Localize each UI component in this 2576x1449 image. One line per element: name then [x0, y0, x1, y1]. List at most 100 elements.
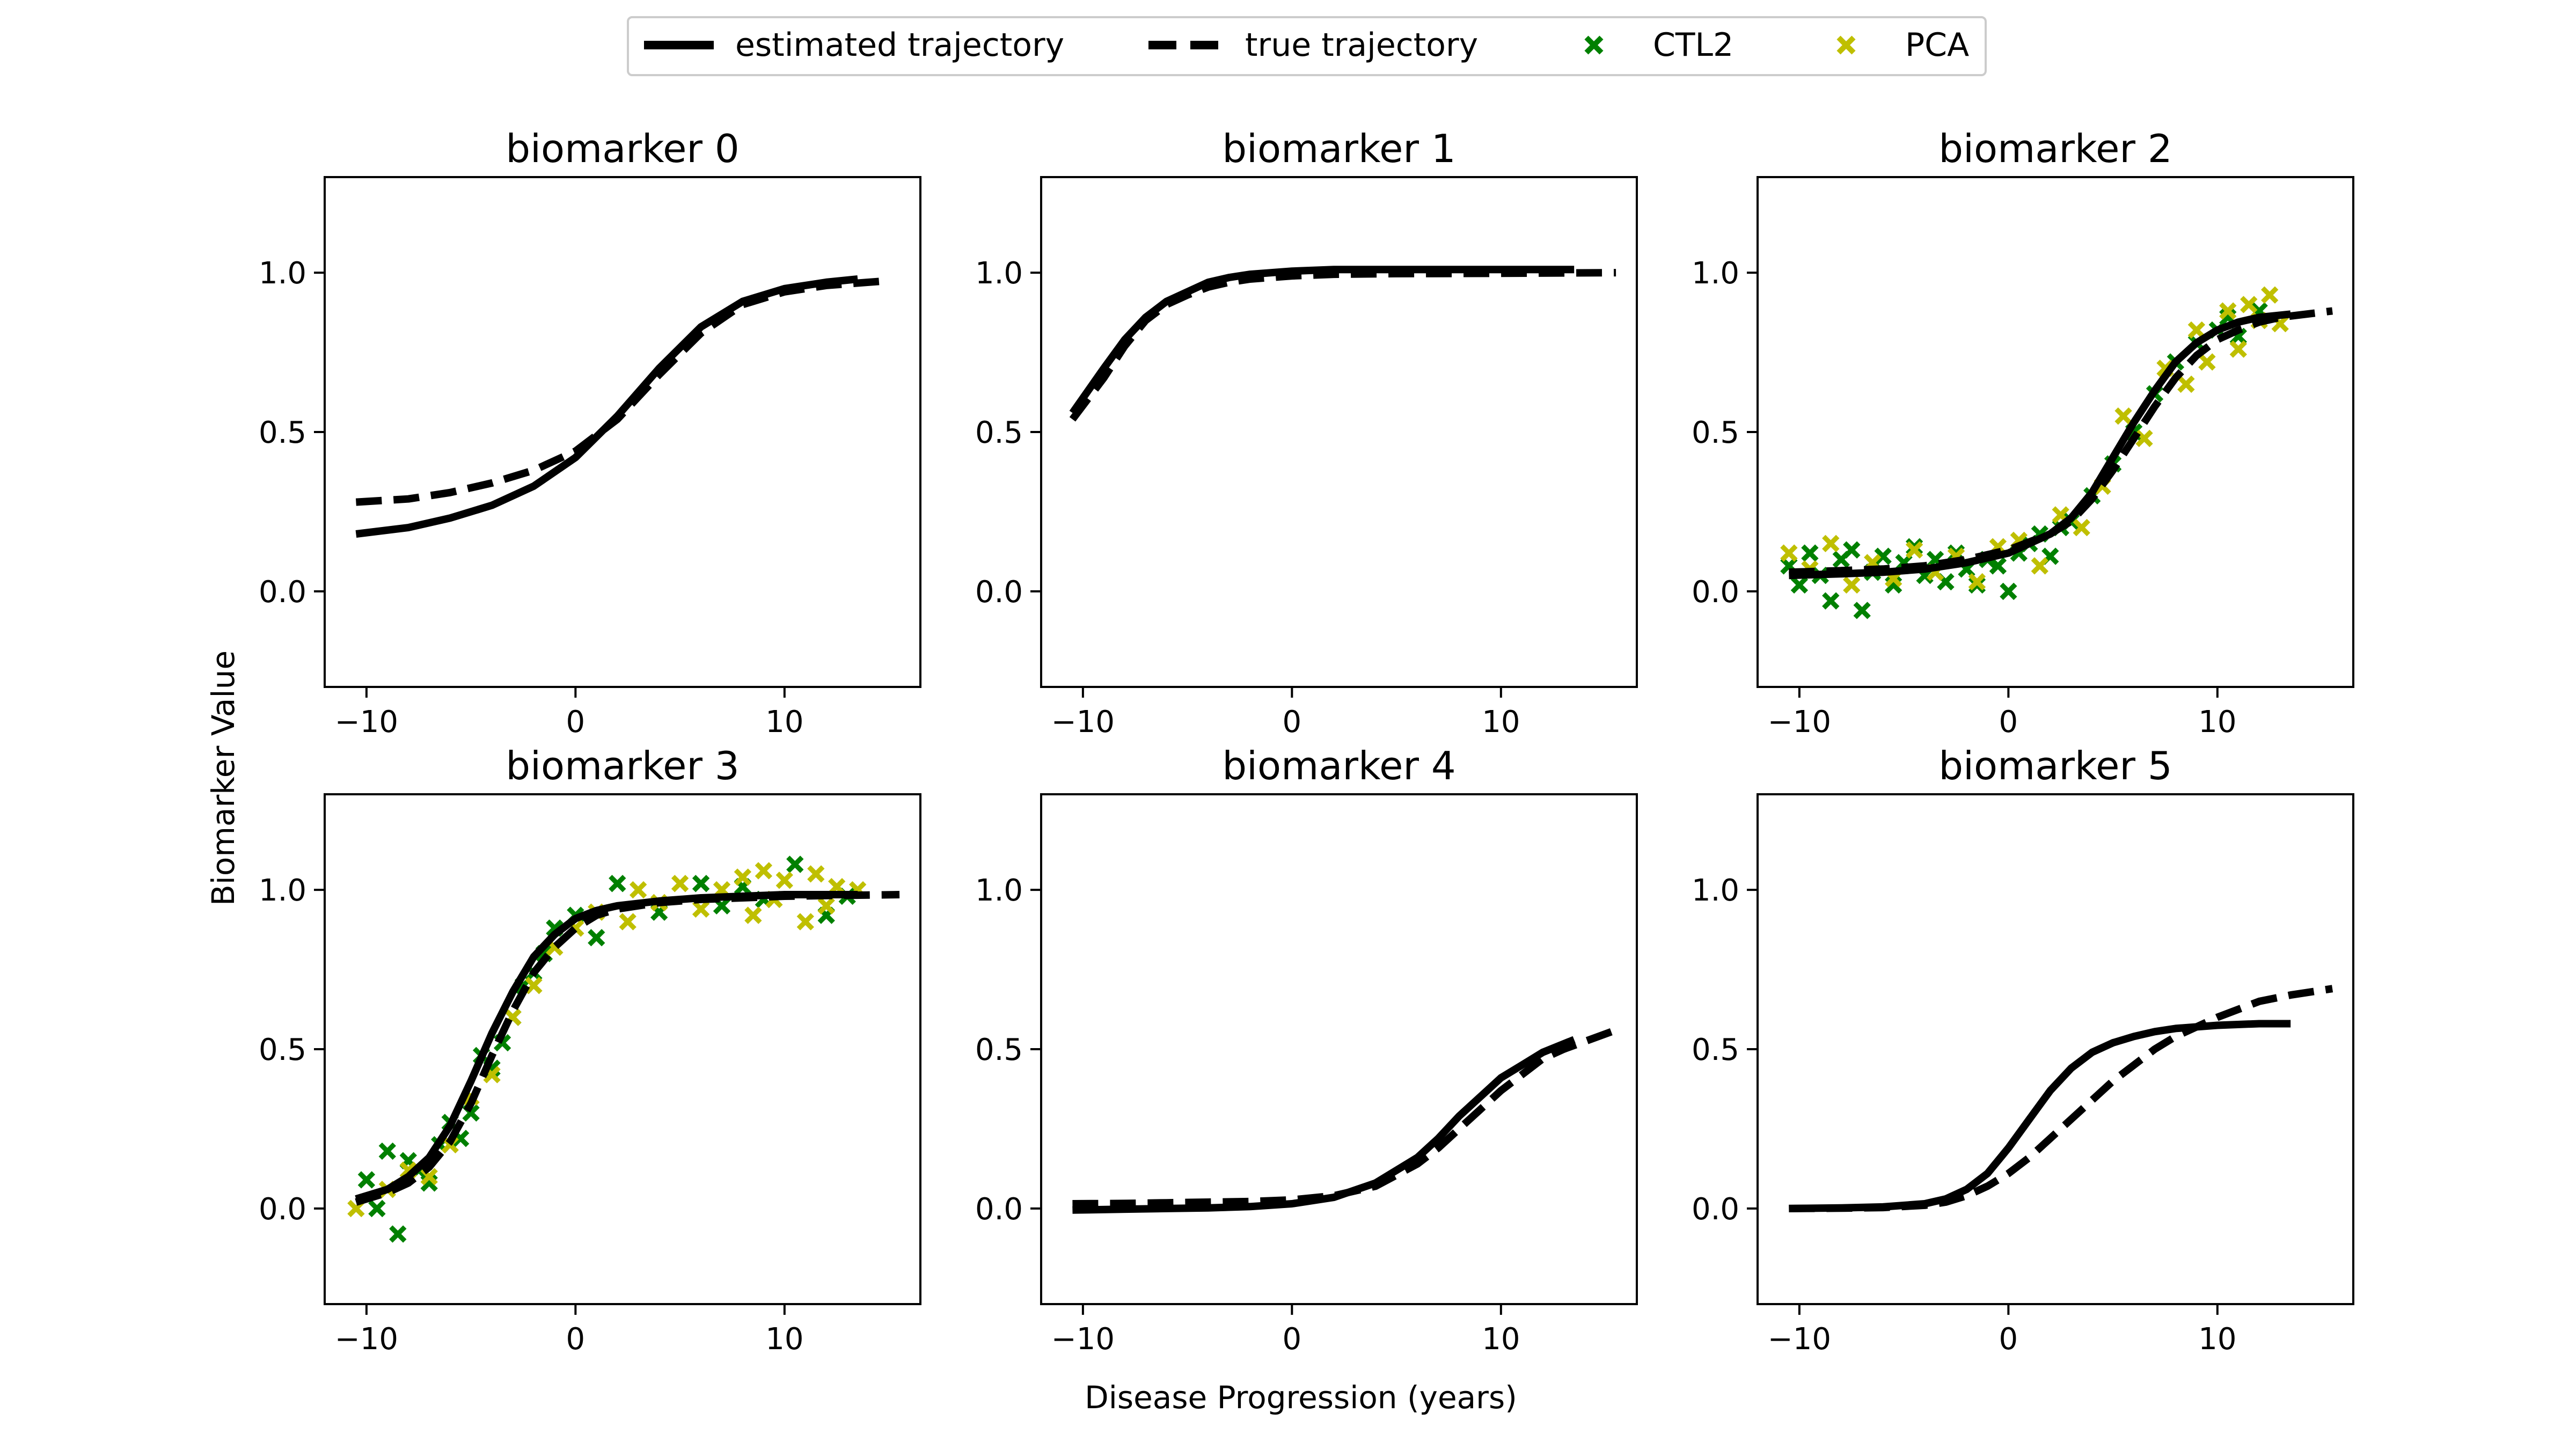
- panels: biomarker 0 −10 0 10 0.0 0.5 1.0 biomarker 1 −10…: [259, 126, 2354, 1357]
- panel-0: biomarker 0 −10 0 10 0.0 0.5 1.0: [259, 126, 921, 740]
- data-point: [2114, 407, 2132, 425]
- y-tick-label: 0.5: [259, 415, 306, 450]
- data-point: [619, 913, 636, 931]
- data-point: [357, 1171, 376, 1189]
- y-tick-label: 0.0: [975, 1192, 1023, 1227]
- panel-title: biomarker 0: [506, 126, 739, 171]
- series-true-trajectory: [1069, 269, 1616, 422]
- y-tick-label: 0.5: [1692, 415, 1739, 450]
- legend-label-true-trajectory: true trajectory: [1245, 26, 1478, 64]
- data-point: [1968, 573, 1986, 591]
- data-point: [1801, 544, 1819, 562]
- data-point: [2135, 429, 2153, 448]
- data-point: [671, 875, 689, 892]
- data-point: [1874, 547, 1892, 565]
- legend-swatch-ctl2: [1584, 35, 1604, 55]
- data-point: [2031, 557, 2048, 575]
- x-tick-label: 10: [1482, 705, 1520, 740]
- y-tick-label: 0.5: [975, 1033, 1023, 1067]
- x-tick-label: 10: [1482, 1322, 1520, 1357]
- series-estimated-trajectory: [1789, 1020, 2291, 1212]
- y-tick-label: 0.0: [259, 575, 306, 610]
- y-tick-label: 0.0: [975, 575, 1023, 610]
- plot-area: [1780, 286, 2333, 619]
- legend-frame: [627, 16, 1987, 76]
- data-point: [2198, 353, 2216, 371]
- plot-area: [1072, 1026, 1618, 1214]
- x-tick-label: −10: [335, 705, 398, 740]
- panel-5: biomarker 5 −10 0 10 0.0 0.5 1.0: [1692, 743, 2354, 1357]
- series-estimated-trajectory: [1789, 310, 2291, 580]
- data-point: [1790, 576, 1809, 594]
- x-tick-label: 10: [2198, 1322, 2236, 1357]
- y-tick-label: 0.0: [1692, 575, 1739, 610]
- x-tick-label: 0: [566, 1322, 586, 1357]
- data-point: [1905, 541, 1923, 559]
- data-point: [2177, 375, 2195, 393]
- y-tick-label: 0.0: [259, 1192, 306, 1227]
- panel-title: biomarker 1: [1222, 126, 1455, 171]
- data-point: [796, 913, 814, 931]
- data-point: [807, 865, 825, 883]
- y-tick-label: 1.0: [1692, 256, 1739, 291]
- data-point: [368, 1199, 386, 1218]
- data-point: [2187, 321, 2206, 339]
- data-point: [817, 897, 835, 914]
- x-tick-label: −10: [1768, 705, 1831, 740]
- panel-2: biomarker 2 −10 0 10 0.0 0.5 1.0: [1692, 126, 2354, 740]
- legend-label-ctl2: CTL2: [1653, 26, 1733, 64]
- x-tick-label: 0: [566, 705, 586, 740]
- panel-title: biomarker 2: [1938, 126, 2172, 171]
- plot-area: [1789, 985, 2333, 1212]
- y-tick-label: 1.0: [259, 873, 306, 908]
- y-tick-label: 1.0: [1692, 873, 1739, 908]
- data-point: [1843, 541, 1861, 559]
- data-point: [775, 872, 793, 889]
- series-estimated-trajectory: [1072, 1036, 1576, 1214]
- x-tick-label: −10: [335, 1322, 398, 1357]
- x-tick-label: 0: [1283, 1322, 1302, 1357]
- data-point: [1853, 602, 1871, 619]
- data-point: [755, 862, 773, 880]
- y-tick-label: 1.0: [259, 256, 306, 291]
- data-point: [2229, 340, 2247, 358]
- y-tick-label: 1.0: [975, 256, 1023, 291]
- y-tick-label: 0.5: [259, 1033, 306, 1067]
- data-point: [2261, 286, 2279, 304]
- data-point: [744, 906, 762, 924]
- y-tick-label: 0.5: [975, 415, 1023, 450]
- data-point: [389, 1225, 407, 1243]
- x-tick-label: 10: [765, 1322, 803, 1357]
- legend-label-estimated-trajectory: estimated trajectory: [735, 26, 1064, 64]
- panel-4: biomarker 4 −10 0 10 0.0 0.5 1.0: [975, 743, 1638, 1357]
- legend: estimated trajectory true trajectory CTL…: [627, 16, 1987, 76]
- x-tick-label: 0: [1999, 705, 2018, 740]
- data-point: [2073, 518, 2090, 537]
- panel-title: biomarker 5: [1938, 743, 2172, 788]
- data-point: [2219, 302, 2237, 320]
- data-point: [2240, 296, 2258, 313]
- legend-label-pca: PCA: [1905, 26, 1969, 64]
- y-tick-label: 0.5: [1692, 1033, 1739, 1067]
- plot-area: [1069, 266, 1616, 422]
- x-tick-label: 0: [1283, 705, 1302, 740]
- data-point: [525, 977, 543, 994]
- series-true-trajectory: [1072, 1026, 1618, 1208]
- panel-title: biomarker 3: [506, 743, 739, 788]
- data-point: [630, 881, 647, 899]
- series-estimated-trajectory: [355, 891, 858, 1203]
- x-tick-label: −10: [1768, 1322, 1831, 1357]
- data-point: [1843, 576, 1861, 594]
- data-point: [1989, 557, 2007, 575]
- x-tick-label: 0: [1999, 1322, 2018, 1357]
- x-tick-label: −10: [1051, 1322, 1115, 1357]
- x-tick-label: −10: [1051, 705, 1115, 740]
- data-point: [588, 929, 605, 947]
- data-point: [1822, 535, 1840, 552]
- plot-area: [347, 855, 900, 1243]
- data-point: [2000, 582, 2017, 601]
- y-tick-label: 0.0: [1692, 1192, 1739, 1227]
- data-point: [1780, 544, 1798, 562]
- series-estimated-trajectory: [1069, 266, 1575, 415]
